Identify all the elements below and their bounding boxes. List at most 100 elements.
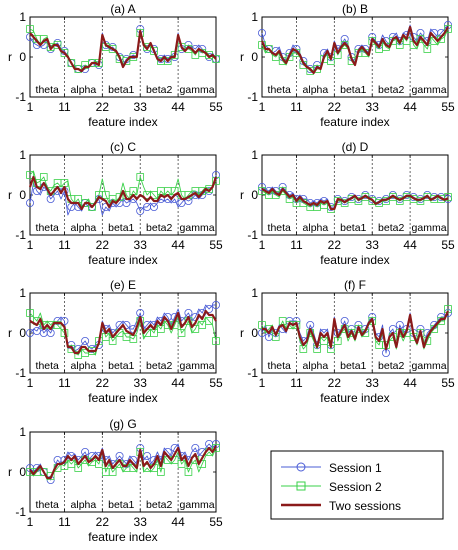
point-session2 — [67, 345, 76, 353]
point-session2 — [101, 191, 110, 199]
band-label: alpha — [303, 84, 329, 96]
point-session2 — [26, 25, 34, 33]
y-axis-label: r — [240, 50, 244, 64]
band-label: beta2 — [146, 360, 172, 372]
x-tick-label: 55 — [209, 515, 223, 529]
y-tick-label: 0 — [19, 188, 26, 202]
band-label: beta1 — [340, 84, 366, 96]
point-session2 — [39, 468, 48, 476]
point-session1 — [257, 28, 266, 37]
x-tick-label: 22 — [96, 238, 110, 252]
point-session2 — [150, 191, 158, 199]
y-tick-label: 1 — [19, 148, 26, 162]
point-session2 — [143, 43, 151, 51]
band-label: theta — [268, 84, 292, 96]
y-tick-label: -1 — [15, 366, 26, 380]
x-tick-label: 22 — [328, 238, 342, 252]
point-session2 — [368, 37, 377, 45]
x-tick-label: 11 — [58, 100, 71, 114]
x-tick-label: 1 — [259, 238, 266, 252]
y-tick-label: -1 — [15, 90, 26, 104]
point-session2 — [191, 325, 200, 333]
band-label: beta1 — [340, 360, 366, 372]
band-label: theta — [36, 499, 60, 511]
point-session2 — [278, 187, 287, 195]
x-tick-label: 22 — [328, 376, 342, 390]
x-tick-label: 11 — [290, 238, 303, 252]
point-session2 — [88, 203, 96, 211]
point-session2 — [416, 197, 425, 205]
band-label: gamma — [412, 360, 447, 372]
y-tick-label: 0 — [251, 50, 258, 64]
y-tick-label: 1 — [251, 286, 258, 300]
band-label: beta2 — [378, 84, 404, 96]
point-session2 — [416, 35, 425, 43]
x-axis-label: feature index — [88, 530, 157, 544]
band-label: beta2 — [146, 84, 172, 96]
band-label: gamma — [180, 360, 215, 372]
point-session2 — [67, 59, 76, 67]
band-label: alpha — [71, 499, 97, 511]
x-tick-label: 22 — [96, 515, 110, 529]
band-label: alpha — [71, 84, 97, 96]
band-label: beta2 — [146, 222, 172, 234]
point-session2 — [26, 171, 34, 179]
band-label: beta2 — [378, 360, 404, 372]
point-session2 — [437, 317, 445, 325]
band-label: beta1 — [108, 84, 134, 96]
point-session2 — [340, 41, 349, 49]
band-label: gamma — [180, 222, 215, 234]
band-label: alpha — [71, 360, 97, 372]
x-tick-label: 11 — [290, 100, 303, 114]
y-axis-label: r — [240, 326, 244, 340]
x-tick-label: 11 — [58, 238, 71, 252]
point-session2 — [177, 329, 186, 337]
point-session1 — [149, 202, 158, 211]
x-tick-label: 44 — [171, 238, 185, 252]
band-label: theta — [268, 222, 292, 234]
x-tick-label: 1 — [27, 238, 34, 252]
band-label: theta — [36, 222, 60, 234]
y-tick-label: 1 — [251, 148, 258, 162]
point-session1 — [136, 206, 145, 215]
x-axis-label: feature index — [320, 115, 389, 129]
band-label: gamma — [180, 84, 215, 96]
y-tick-label: -1 — [15, 228, 26, 242]
x-tick-label: 44 — [403, 238, 417, 252]
y-axis-label: r — [8, 50, 12, 64]
y-tick-label: 1 — [19, 425, 26, 439]
point-session2 — [136, 173, 145, 181]
x-tick-label: 1 — [259, 376, 266, 390]
x-tick-label: 44 — [171, 376, 185, 390]
band-label: gamma — [412, 222, 447, 234]
x-tick-label: 33 — [366, 100, 380, 114]
point-session2 — [157, 468, 165, 476]
point-session2 — [354, 325, 363, 333]
y-tick-label: -1 — [247, 90, 258, 104]
point-session1 — [191, 443, 200, 452]
series-line-session1 — [29, 304, 216, 352]
y-axis-label: r — [240, 188, 244, 202]
band-label: alpha — [303, 222, 329, 234]
x-tick-label: 55 — [441, 376, 455, 390]
x-axis-label: feature index — [320, 391, 389, 405]
x-tick-label: 22 — [328, 100, 342, 114]
x-tick-label: 22 — [96, 100, 110, 114]
x-tick-label: 33 — [366, 376, 380, 390]
y-tick-label: 0 — [19, 326, 26, 340]
point-session2 — [108, 45, 117, 53]
point-session2 — [320, 201, 328, 209]
x-axis-label: feature index — [88, 253, 157, 267]
series-line-two — [29, 445, 217, 480]
x-tick-label: 11 — [58, 376, 71, 390]
band-label: alpha — [303, 360, 329, 372]
panel-title: (a) A — [110, 2, 135, 16]
point-session2 — [150, 47, 158, 55]
band-label: theta — [268, 360, 292, 372]
point-session2 — [163, 57, 172, 65]
